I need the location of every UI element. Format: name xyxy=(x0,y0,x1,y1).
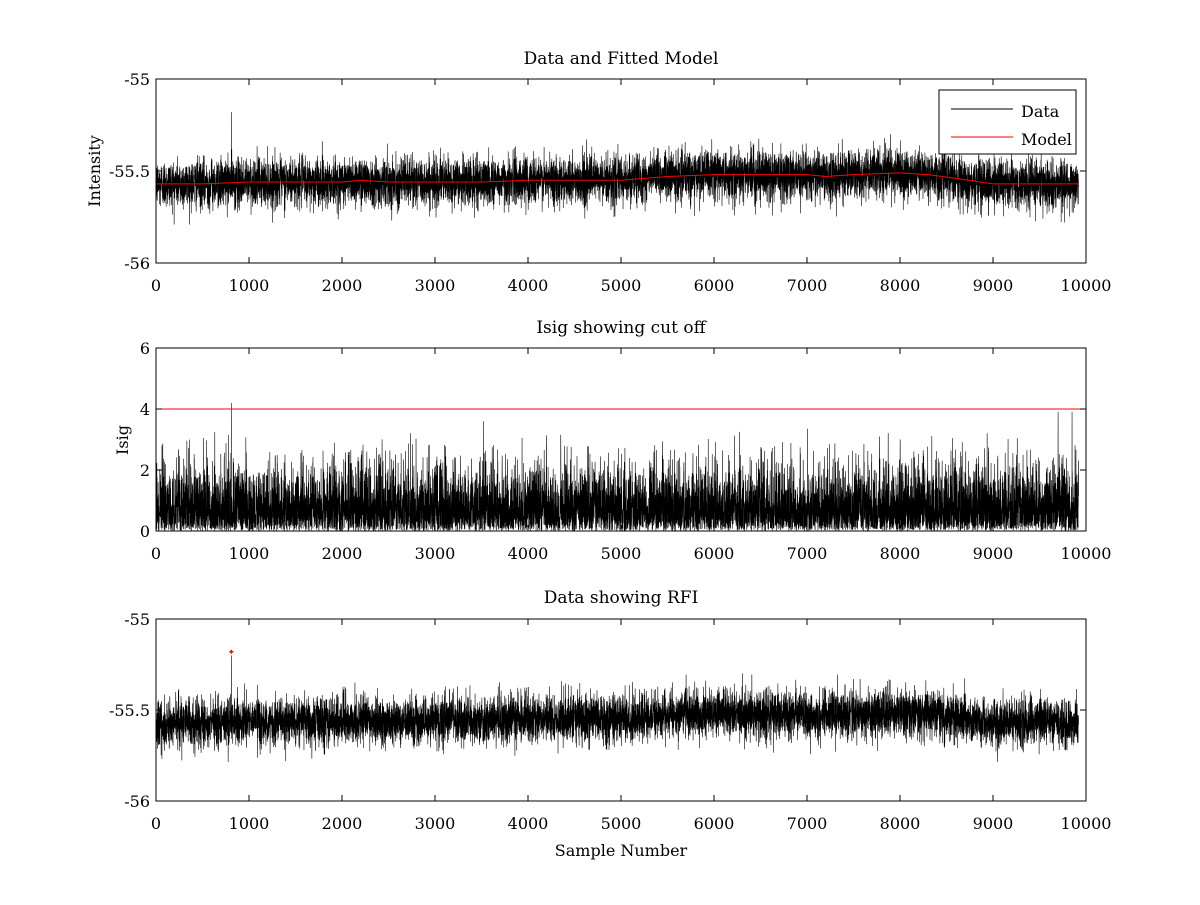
y-axis-label: Isig xyxy=(113,425,132,455)
legend-label-data: Data xyxy=(1021,102,1060,121)
x-tick-label: 2000 xyxy=(322,276,363,295)
panel-data-and-fitted-model: 0 1000 2000 3000 4000 5000 6000 7000 8000 9000 100… xyxy=(85,49,1111,295)
series-line-model xyxy=(156,172,1079,185)
x-tick-label: 7000 xyxy=(787,276,828,295)
x-tick-label: 0 xyxy=(151,544,161,563)
x-tick-label: 3000 xyxy=(415,544,456,563)
series-line-series-0 xyxy=(156,655,1079,763)
y-tick-label: 6 xyxy=(140,339,150,358)
x-tick-label: 8000 xyxy=(880,276,921,295)
x-tick-label: 10000 xyxy=(1061,814,1112,833)
x-tick-label: 9000 xyxy=(973,544,1014,563)
x-tick-label: 4000 xyxy=(508,814,549,833)
legend: Data Model xyxy=(938,89,1077,155)
y-tick-label: -55 xyxy=(124,610,150,629)
y-tick-label: 0 xyxy=(140,522,150,541)
x-tick-label: 2000 xyxy=(322,544,363,563)
y-tick-label: -55.5 xyxy=(109,701,150,720)
x-tick-label: 6000 xyxy=(694,276,735,295)
x-ticks: 0 1000 2000 3000 4000 5000 6000 7000 8000 9000 100… xyxy=(151,348,1112,563)
x-tick-label: 3000 xyxy=(415,814,456,833)
series-layer xyxy=(156,649,1079,763)
x-tick-label: 10000 xyxy=(1061,544,1112,563)
x-tick-label: 7000 xyxy=(787,544,828,563)
legend-box xyxy=(938,89,1077,155)
legend-label-model: Model xyxy=(1021,130,1072,149)
x-tick-label: 0 xyxy=(151,276,161,295)
x-tick-label: 9000 xyxy=(973,276,1014,295)
chart-title: Data showing RFI xyxy=(544,588,699,608)
y-tick-label: 4 xyxy=(140,400,150,419)
y-ticks: -56 -55.5 -55 xyxy=(109,70,1086,273)
x-tick-label: 1000 xyxy=(229,544,270,563)
x-tick-label: 2000 xyxy=(322,814,363,833)
y-tick-label: -56 xyxy=(124,254,150,273)
y-tick-label: 2 xyxy=(140,461,150,480)
x-ticks: 0 1000 2000 3000 4000 5000 6000 7000 8000 9000 100… xyxy=(151,79,1112,295)
x-tick-label: 9000 xyxy=(973,814,1014,833)
x-tick-label: 8000 xyxy=(880,814,921,833)
x-tick-label: 4000 xyxy=(508,544,549,563)
series-line-series-0 xyxy=(156,402,1079,531)
panel-isig-showing-cut-off: 0 1000 2000 3000 4000 5000 6000 7000 8000 9000 100… xyxy=(113,318,1111,563)
rfi-marker xyxy=(229,649,234,654)
x-tick-label: 6000 xyxy=(694,544,735,563)
y-ticks: 0 2 4 6 xyxy=(140,339,1086,541)
y-axis-label: Intensity xyxy=(85,135,104,207)
x-tick-label: 8000 xyxy=(880,544,921,563)
y-tick-label: -55.5 xyxy=(109,162,150,181)
x-tick-label: 5000 xyxy=(601,544,642,563)
series-layer xyxy=(156,112,1079,225)
x-tick-label: 0 xyxy=(151,814,161,833)
x-tick-label: 3000 xyxy=(415,276,456,295)
x-tick-label: 1000 xyxy=(229,276,270,295)
y-tick-label: -55 xyxy=(124,70,150,89)
x-tick-label: 5000 xyxy=(601,814,642,833)
x-tick-label: 7000 xyxy=(787,814,828,833)
panel-data-showing-rfi: 0 1000 2000 3000 4000 5000 6000 7000 8000 9000 100… xyxy=(109,588,1111,860)
series-line-data xyxy=(156,112,1079,225)
x-axis-label: Sample Number xyxy=(555,841,688,860)
x-tick-label: 5000 xyxy=(601,276,642,295)
x-tick-label: 10000 xyxy=(1061,276,1112,295)
series-layer xyxy=(156,402,1086,531)
x-tick-label: 1000 xyxy=(229,814,270,833)
x-tick-label: 4000 xyxy=(508,276,549,295)
chart-title: Isig showing cut off xyxy=(536,318,707,338)
y-ticks: -56 -55.5 -55 xyxy=(109,610,1086,811)
x-ticks: 0 1000 2000 3000 4000 5000 6000 7000 8000 9000 100… xyxy=(151,619,1112,833)
chart-title: Data and Fitted Model xyxy=(524,49,719,69)
x-tick-label: 6000 xyxy=(694,814,735,833)
y-tick-label: -56 xyxy=(124,792,150,811)
